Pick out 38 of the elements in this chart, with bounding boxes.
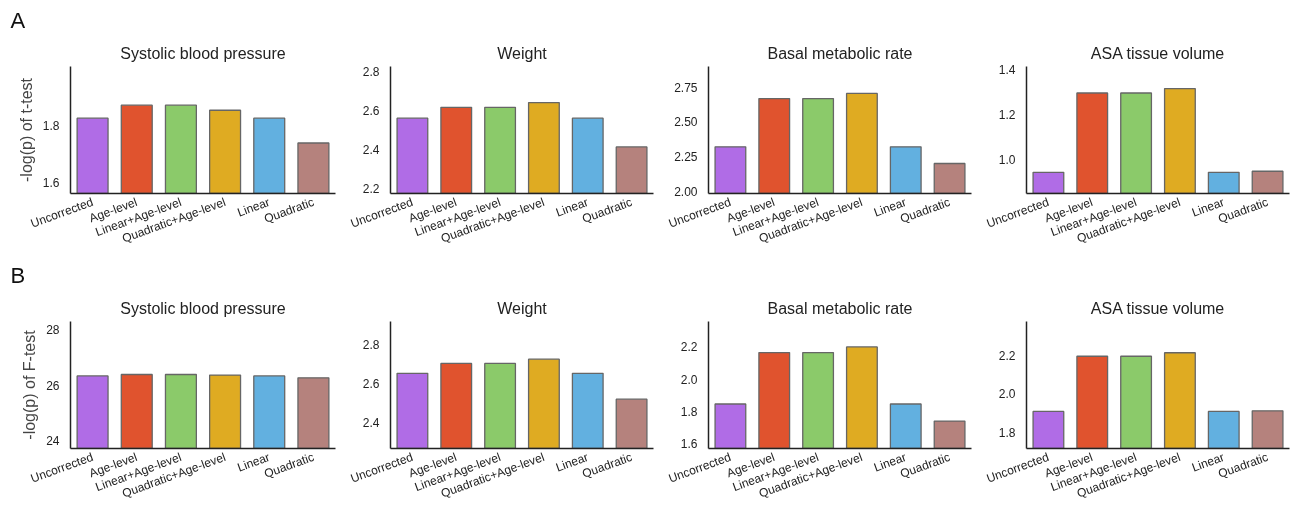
y-tick-label: 2.50 xyxy=(674,115,698,130)
y-tick-label: 2.75 xyxy=(674,80,698,95)
y-tick-label: 2.4 xyxy=(362,142,380,157)
chart-title: Systolic blood pressure xyxy=(120,299,286,317)
y-tick-label: 24 xyxy=(46,433,60,448)
y-tick-label: 1.6 xyxy=(680,437,698,452)
y-tick-label: 2.8 xyxy=(362,337,380,352)
y-tick-label: 1.8 xyxy=(42,119,60,134)
y-tick-label: 1.4 xyxy=(998,62,1016,77)
chart-title: Weight xyxy=(497,44,548,62)
chart-title: Basal metabolic rate xyxy=(767,299,913,317)
y-tick-label: 2.0 xyxy=(680,372,698,387)
y-tick-label: 1.2 xyxy=(998,107,1016,122)
chart-title: Weight xyxy=(497,299,548,317)
chart-title: Basal metabolic rate xyxy=(767,44,913,62)
y-tick-label: 1.6 xyxy=(42,175,60,190)
y-tick-label: 2.2 xyxy=(998,348,1016,363)
y-tick-label: 2.2 xyxy=(680,340,698,355)
y-tick-label: 2.2 xyxy=(362,181,380,196)
y-tick-label: 2.8 xyxy=(362,65,380,80)
y-axis-title: -log(p) of t-test xyxy=(17,77,35,183)
y-tick-label: 26 xyxy=(46,378,60,393)
y-tick-label: 2.0 xyxy=(998,387,1016,402)
y-tick-label: 1.8 xyxy=(680,404,698,419)
y-tick-label: 2.6 xyxy=(362,103,380,118)
y-axis-title: -log(p) of F-test xyxy=(21,329,39,440)
text: B xyxy=(10,262,26,288)
text: A xyxy=(10,7,26,33)
y-tick-label: 1.8 xyxy=(998,426,1016,441)
y-tick-label: 1.0 xyxy=(998,152,1016,167)
chart-title: ASA tissue volume xyxy=(1090,299,1225,317)
chart-title: Systolic blood pressure xyxy=(120,44,286,62)
chart-title: ASA tissue volume xyxy=(1090,44,1225,62)
y-tick-label: 2.25 xyxy=(674,150,698,165)
y-tick-label: 2.6 xyxy=(362,376,380,391)
y-tick-label: 2.4 xyxy=(362,415,380,430)
y-tick-label: 2.00 xyxy=(674,184,698,199)
y-tick-label: 28 xyxy=(46,323,60,338)
